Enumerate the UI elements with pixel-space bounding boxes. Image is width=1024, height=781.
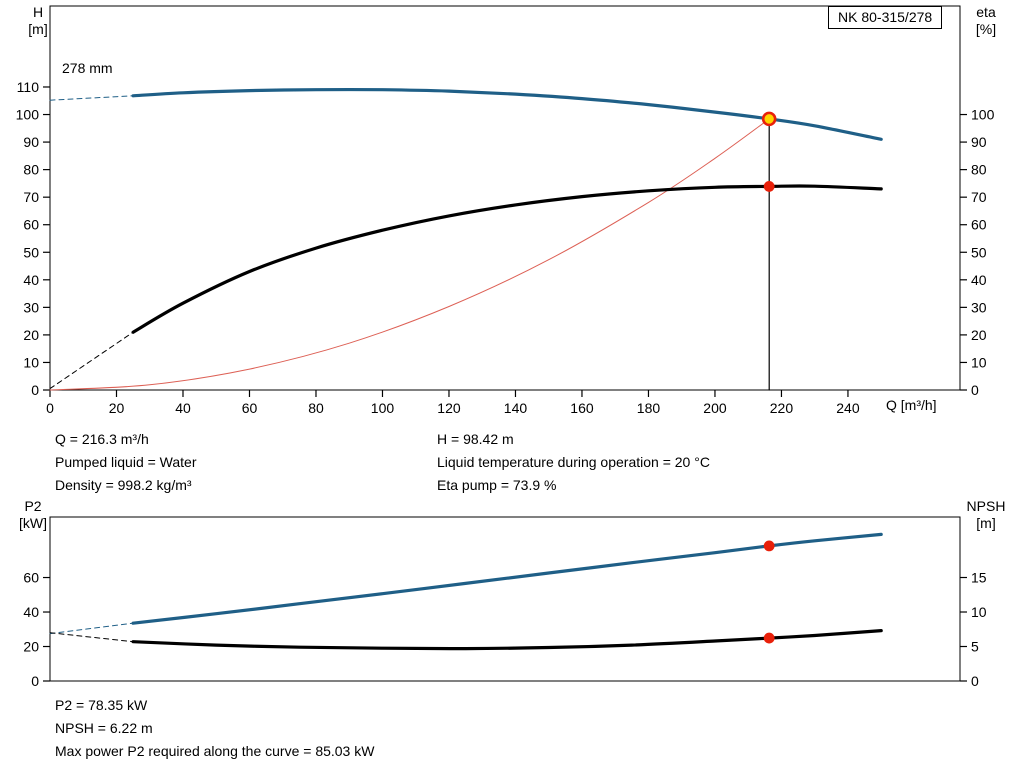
right-axis-tick-label: 100 — [971, 107, 995, 123]
eta-axis-unit: [%] — [975, 21, 997, 37]
qh-eta-chart-frame — [49, 5, 961, 391]
left-axis-tick-label: 90 — [23, 134, 39, 150]
right-axis-tick-label: 10 — [971, 604, 987, 620]
x-axis-tick-label: 160 — [570, 400, 594, 416]
x-axis-tick-label: 40 — [175, 400, 191, 416]
x-axis-tick-label: 60 — [242, 400, 258, 416]
left-axis-tick-label: 110 — [17, 79, 40, 95]
top-left-axis-label: H [m] — [18, 4, 58, 38]
readout-p2: P2 = 78.35 kW — [55, 697, 148, 713]
duty-point-p2 — [763, 540, 775, 552]
left-axis-tick-label: 0 — [31, 382, 39, 398]
right-axis-tick-label: 15 — [971, 570, 987, 586]
head-curve-lead-in — [49, 95, 134, 101]
right-axis-tick-label: 20 — [971, 327, 987, 343]
right-axis-tick-label: 90 — [971, 134, 987, 150]
left-axis-tick-label: 10 — [23, 354, 39, 370]
readout-q: Q = 216.3 m³/h — [55, 431, 149, 447]
readout-density: Density = 998.2 kg/m³ — [55, 477, 192, 493]
left-axis-tick-label: 40 — [23, 272, 39, 288]
npsh-axis-name: NPSH — [966, 498, 1006, 514]
right-axis-tick-label: 10 — [971, 354, 987, 370]
x-axis-tick-label: 180 — [637, 400, 661, 416]
eta-axis-name: eta — [976, 4, 996, 20]
p2-axis-unit: [kW] — [19, 515, 47, 531]
p2-axis-name: P2 — [24, 498, 42, 514]
pump-model-box: NK 80-315/278 — [828, 6, 943, 29]
readout-h: H = 98.42 m — [437, 431, 514, 447]
p2-curve-lead-in — [49, 622, 134, 635]
right-axis-tick-label: 30 — [971, 299, 987, 315]
q-axis-label: Q [m³/h] — [886, 397, 937, 413]
efficiency-curve-lead-in — [49, 331, 134, 390]
readout-pumped-liquid: Pumped liquid = Water — [55, 454, 197, 470]
left-axis-tick-label: 100 — [16, 107, 40, 123]
readout-max-p2: Max power P2 required along the curve = … — [55, 743, 375, 759]
left-axis-tick-label: 30 — [23, 299, 39, 315]
x-axis-tick-label: 140 — [504, 400, 528, 416]
left-axis-tick-label: 20 — [23, 327, 39, 343]
readout-eta-pump: Eta pump = 73.9 % — [437, 477, 557, 493]
x-axis-tick-label: 0 — [46, 400, 54, 416]
affinity-parabola — [49, 118, 770, 391]
npsh-curve-lead-in — [49, 632, 134, 643]
readout-block-bottom: P2 = 78.35 kW NPSH = 6.22 m Max power P2… — [55, 694, 374, 763]
p2-npsh-chart-frame — [49, 516, 961, 682]
duty-point-head — [761, 111, 777, 127]
left-axis-tick-label: 0 — [31, 673, 39, 689]
right-axis-tick-label: 40 — [971, 272, 987, 288]
left-axis-tick-label: 40 — [23, 604, 39, 620]
bottom-left-axis-label: P2 [kW] — [12, 498, 54, 532]
readout-block-right: H = 98.42 m Liquid temperature during op… — [437, 428, 710, 497]
readout-npsh: NPSH = 6.22 m — [55, 720, 153, 736]
x-axis-tick-label: 80 — [308, 400, 324, 416]
h-axis-name: H — [32, 4, 44, 20]
impeller-diameter-label: 278 mm — [62, 60, 113, 76]
left-axis-tick-label: 70 — [23, 189, 39, 205]
npsh-axis-unit: [m] — [976, 515, 996, 531]
duty-point-npsh — [763, 632, 775, 644]
left-axis-tick-label: 50 — [23, 244, 39, 260]
duty-point-efficiency — [763, 181, 775, 192]
readout-liquid-temperature: Liquid temperature during operation = 20… — [437, 454, 710, 470]
left-axis-tick-label: 60 — [23, 217, 39, 233]
readout-block-left: Q = 216.3 m³/h Pumped liquid = Water Den… — [55, 428, 197, 497]
right-axis-tick-label: 0 — [971, 382, 979, 398]
left-axis-tick-label: 60 — [23, 570, 39, 586]
x-axis-tick-label: 20 — [109, 400, 125, 416]
right-axis-tick-label: 80 — [971, 162, 987, 178]
x-axis-tick-label: 220 — [770, 400, 794, 416]
h-axis-unit: [m] — [28, 21, 48, 37]
bottom-right-axis-label: NPSH [m] — [958, 498, 1014, 532]
right-axis-tick-label: 70 — [971, 189, 987, 205]
right-axis-tick-label: 60 — [971, 217, 987, 233]
right-axis-tick-label: 50 — [971, 244, 987, 260]
left-axis-tick-label: 80 — [23, 162, 39, 178]
x-axis-tick-label: 100 — [371, 400, 395, 416]
top-right-axis-label: eta [%] — [963, 4, 1009, 38]
x-axis-tick-label: 240 — [836, 400, 860, 416]
x-axis-tick-label: 120 — [437, 400, 461, 416]
left-axis-tick-label: 20 — [23, 639, 39, 655]
right-axis-tick-label: 5 — [971, 639, 979, 655]
right-axis-tick-label: 0 — [971, 673, 979, 689]
x-axis-tick-label: 200 — [703, 400, 727, 416]
